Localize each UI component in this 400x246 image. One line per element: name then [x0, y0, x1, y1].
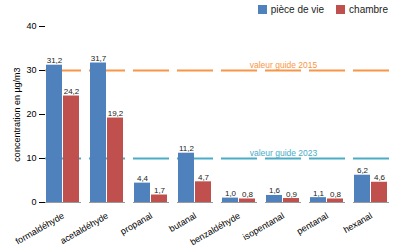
html-text:chambre: chambre: [349, 3, 388, 15]
svg-text:acetaldéhyde: acetaldéhyde: [59, 211, 110, 246]
svg-text:butanal: butanal: [167, 211, 198, 234]
svg-text:4,6: 4,6: [374, 173, 386, 182]
svg-text:formaldéhyde: formaldéhyde: [14, 211, 66, 246]
svg-text:1,1: 1,1: [313, 189, 325, 198]
svg-text:24,2: 24,2: [64, 87, 80, 96]
svg-text:4,4: 4,4: [137, 174, 149, 183]
svg-text:hexanal: hexanal: [342, 211, 374, 235]
svg-text:isopentanal: isopentanal: [241, 211, 286, 243]
svg-text:concentration en µg/m3: concentration en µg/m3: [12, 67, 22, 161]
svg-text:10: 10: [26, 153, 36, 163]
svg-text:30: 30: [26, 65, 36, 75]
svg-text:1,6: 1,6: [269, 186, 281, 195]
svg-text:1,7: 1,7: [154, 186, 166, 195]
svg-text:6,2: 6,2: [357, 166, 369, 175]
svg-text:propanal: propanal: [119, 211, 154, 237]
svg-text:0,8: 0,8: [242, 190, 254, 199]
svg-text:31,7: 31,7: [91, 54, 107, 63]
svg-text:0,8: 0,8: [330, 190, 342, 199]
svg-text:1,0: 1,0: [225, 189, 237, 198]
svg-text:20: 20: [26, 109, 36, 119]
svg-text:4,7: 4,7: [198, 173, 210, 182]
html-text:pièce de vie: pièce de vie: [270, 3, 325, 15]
svg-text:40: 40: [26, 21, 36, 31]
svg-text:valeur guide 2023: valeur guide 2023: [250, 148, 318, 158]
svg-text:11,2: 11,2: [179, 144, 195, 153]
svg-text:31,2: 31,2: [47, 56, 63, 65]
svg-text:19,2: 19,2: [108, 109, 124, 118]
svg-text:valeur guide 2015: valeur guide 2015: [250, 60, 318, 70]
svg-text:0: 0: [31, 197, 36, 207]
svg-text:benzaldéhyde: benzaldéhyde: [188, 211, 242, 246]
svg-text:pentanal: pentanal: [295, 211, 330, 237]
svg-text:0,9: 0,9: [286, 190, 298, 199]
